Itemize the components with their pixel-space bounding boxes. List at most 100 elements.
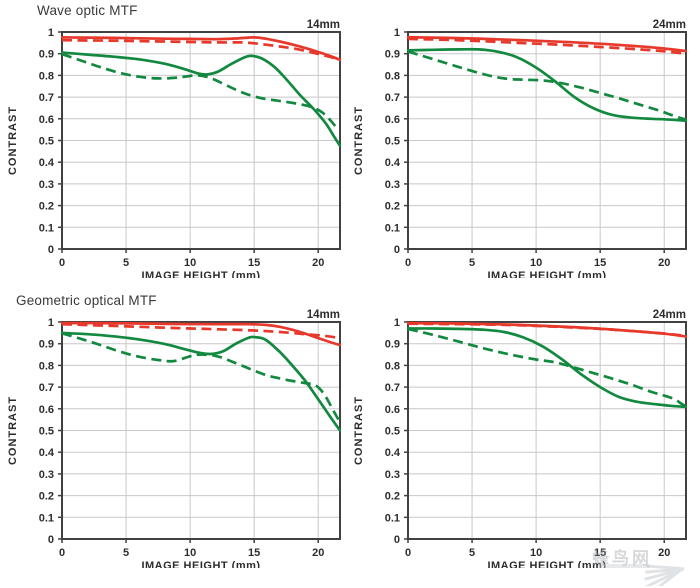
svg-text:0.6: 0.6 [39,114,54,126]
svg-text:15: 15 [248,257,260,269]
svg-text:0.4: 0.4 [39,157,55,169]
svg-text:0: 0 [48,534,54,546]
series-green-dashed [61,332,340,421]
svg-text:0.4: 0.4 [385,157,401,169]
svg-text:CONTRAST: CONTRAST [7,396,19,465]
watermark-ray [644,567,684,581]
svg-text:10: 10 [184,257,196,269]
svg-text:0.6: 0.6 [39,404,54,416]
svg-text:0.1: 0.1 [385,222,400,234]
svg-text:0: 0 [405,547,411,559]
svg-text:0.8: 0.8 [39,360,54,372]
svg-text:0.2: 0.2 [385,201,400,213]
series-green-solid [61,51,341,148]
svg-text:5: 5 [469,257,475,269]
svg-text:0.2: 0.2 [385,491,400,503]
svg-text:0.9: 0.9 [39,339,54,351]
svg-text:1: 1 [394,27,400,39]
svg-text:14mm: 14mm [307,309,340,321]
svg-text:0.7: 0.7 [39,382,54,394]
watermark-ray [645,567,683,574]
svg-text:0.7: 0.7 [39,92,54,104]
svg-text:14mm: 14mm [307,19,340,31]
svg-text:20: 20 [658,257,670,269]
svg-text:0.8: 0.8 [39,70,54,82]
svg-text:10: 10 [530,257,542,269]
series-red-dashed [407,37,687,56]
section-title-wave-optic-mtf: Wave optic MTF [37,3,138,18]
svg-text:0: 0 [48,244,54,256]
svg-text:10: 10 [184,547,196,559]
series-green-solid [61,331,341,432]
svg-text:CONTRAST: CONTRAST [353,396,365,465]
series-green-dashed [407,50,687,121]
svg-text:0.9: 0.9 [385,49,400,61]
series-red-solid [61,36,341,62]
svg-text:0: 0 [405,257,411,269]
svg-text:IMAGE HEIGHT (mm): IMAGE HEIGHT (mm) [487,270,606,278]
watermark-ray [644,567,685,586]
svg-text:0.3: 0.3 [39,469,54,481]
watermark-ray [646,566,685,586]
svg-text:IMAGE HEIGHT (mm): IMAGE HEIGHT (mm) [141,560,260,568]
svg-text:20: 20 [312,547,324,559]
series-red-dashed [61,322,341,340]
series-green-dashed [61,52,338,130]
svg-text:0.3: 0.3 [385,179,400,191]
svg-text:24mm: 24mm [653,309,686,321]
svg-text:15: 15 [594,547,606,559]
series-green-solid [407,327,687,409]
series-green-dashed [407,327,687,408]
svg-text:5: 5 [123,257,129,269]
series-red-dashed [61,38,341,62]
svg-text:0.5: 0.5 [385,426,400,438]
series-red-solid [407,35,687,53]
svg-text:0.1: 0.1 [39,512,54,524]
svg-text:5: 5 [123,547,129,559]
svg-text:0.7: 0.7 [385,382,400,394]
svg-text:1: 1 [48,27,54,39]
series-green-solid [407,47,687,123]
svg-text:0.8: 0.8 [385,70,400,82]
svg-text:0.5: 0.5 [39,136,54,148]
svg-text:15: 15 [594,257,606,269]
mtf-chart-wave-24mm: 00.10.20.30.40.50.60.70.80.910 5 10 15 20IMA… [353,19,687,278]
svg-text:0.9: 0.9 [39,49,54,61]
mtf-chart-geometric-14mm: 00.10.20.30.40.50.60.70.80.910 5 10 15 20IMA… [7,309,341,568]
svg-text:0.3: 0.3 [385,469,400,481]
svg-text:20: 20 [312,257,324,269]
svg-text:0.9: 0.9 [385,339,400,351]
mtf-chart-wave-14mm: 00.10.20.30.40.50.60.70.80.910 5 10 15 20IMA… [7,19,341,278]
svg-text:1: 1 [394,317,400,329]
svg-text:0.2: 0.2 [39,491,54,503]
svg-text:0.4: 0.4 [39,447,55,459]
svg-text:0.7: 0.7 [385,92,400,104]
svg-text:0.1: 0.1 [385,512,400,524]
svg-text:0.5: 0.5 [385,136,400,148]
series-red-dashed [407,322,687,338]
svg-text:CONTRAST: CONTRAST [7,106,19,175]
svg-text:0: 0 [394,534,400,546]
svg-text:0.1: 0.1 [39,222,54,234]
svg-text:0.8: 0.8 [385,360,400,372]
svg-text:0.6: 0.6 [385,114,400,126]
mtf-chart-geometric-24mm: 00.10.20.30.40.50.60.70.80.910 5 10 15 20IMA… [353,309,687,568]
svg-text:20: 20 [658,547,670,559]
svg-text:24mm: 24mm [653,19,686,31]
svg-text:0: 0 [59,547,65,559]
svg-text:0.3: 0.3 [39,179,54,191]
svg-text:0: 0 [59,257,65,269]
svg-text:5: 5 [469,547,475,559]
section-title-geometric-optical-mtf: Geometric optical MTF [16,293,157,308]
svg-text:IMAGE HEIGHT (mm): IMAGE HEIGHT (mm) [141,270,260,278]
svg-text:10: 10 [530,547,542,559]
svg-text:IMAGE HEIGHT (mm): IMAGE HEIGHT (mm) [487,560,606,568]
svg-text:CONTRAST: CONTRAST [353,106,365,175]
svg-text:1: 1 [48,317,54,329]
svg-text:0: 0 [394,244,400,256]
svg-text:0.6: 0.6 [385,404,400,416]
svg-text:0.4: 0.4 [385,447,401,459]
svg-text:0.2: 0.2 [39,201,54,213]
svg-text:0.5: 0.5 [39,426,54,438]
